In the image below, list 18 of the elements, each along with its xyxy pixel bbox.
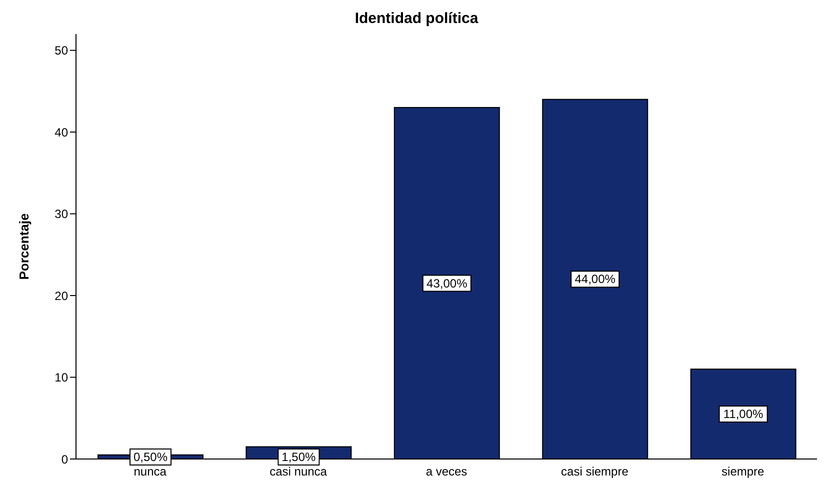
data-label: 44,00% [574,272,616,286]
data-label: 43,00% [426,276,468,290]
y-tick-label: 10 [54,370,68,385]
y-tick-label: 30 [54,207,68,222]
x-tick-label: siempre [722,464,765,479]
x-tick-label: nunca [134,464,167,479]
y-tick-label: 0 [61,452,68,466]
x-tick-label: a veces [426,464,468,479]
x-tick-label: casi nunca [270,464,328,479]
y-axis-title: Porcentaje [16,213,32,280]
chart-title: Identidad política [354,9,480,29]
y-tick-label: 40 [54,125,68,140]
y-tick-label: 50 [54,44,68,58]
data-label: 0,50% [133,450,168,464]
data-label: 11,00% [723,407,764,422]
data-label: 1,50% [282,450,316,464]
y-tick-label: 20 [54,288,68,303]
x-tick-label: casi siempre [561,464,629,479]
